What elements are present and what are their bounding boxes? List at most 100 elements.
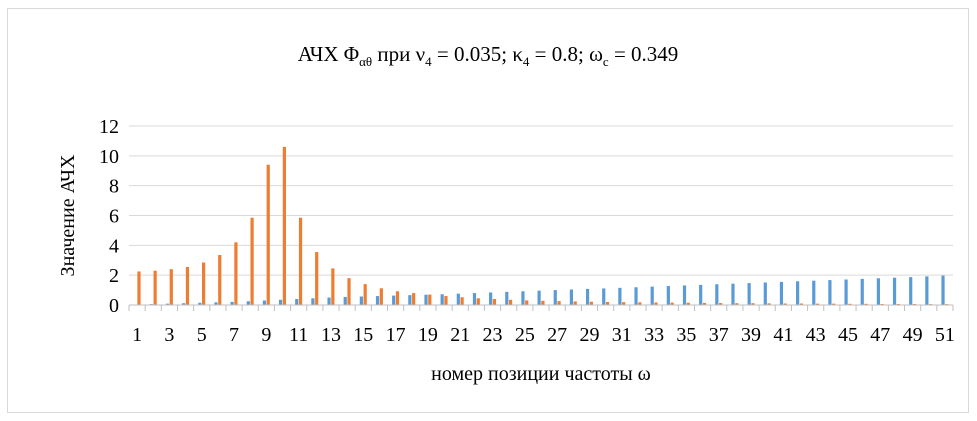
bar bbox=[832, 303, 836, 305]
y-tick-label: 8 bbox=[109, 176, 119, 198]
bar bbox=[876, 278, 880, 305]
bar bbox=[492, 299, 497, 305]
bar bbox=[440, 294, 444, 305]
x-axis-ticks: 1 3 5 7 9 11 13 15 17 19 21 23 25 27 29 31 33 35 37 39 41 43 4… bbox=[128, 305, 955, 346]
bar bbox=[702, 302, 707, 305]
x-tick-label: 39 bbox=[741, 324, 761, 346]
x-tick-label: 43 bbox=[806, 324, 826, 346]
x-tick-label: 17 bbox=[386, 324, 406, 346]
bar bbox=[634, 287, 638, 305]
bar bbox=[589, 301, 593, 305]
x-axis-title: номер позиции частоты ω bbox=[431, 363, 651, 385]
bar bbox=[408, 295, 412, 305]
bar bbox=[618, 287, 622, 305]
bar bbox=[505, 291, 509, 305]
bar bbox=[812, 280, 816, 305]
x-tick-label: 23 bbox=[483, 324, 503, 346]
bar bbox=[783, 303, 787, 305]
x-tick-label: 47 bbox=[870, 324, 890, 346]
bar bbox=[686, 302, 690, 305]
bar bbox=[282, 146, 286, 305]
x-tick-label: 13 bbox=[321, 324, 341, 346]
bar bbox=[153, 270, 157, 305]
bar bbox=[844, 279, 848, 305]
x-tick-label: 49 bbox=[903, 324, 923, 346]
bar bbox=[428, 294, 432, 305]
y-tick-label: 12 bbox=[99, 116, 119, 138]
bar bbox=[925, 276, 929, 305]
bar bbox=[278, 299, 283, 305]
gridlines bbox=[129, 125, 953, 276]
x-tick-label: 45 bbox=[838, 324, 858, 346]
bar bbox=[169, 269, 173, 305]
bar bbox=[602, 288, 606, 305]
bar bbox=[327, 297, 331, 305]
bar bbox=[828, 280, 832, 305]
x-tick-label: 3 bbox=[164, 324, 174, 346]
bar bbox=[525, 300, 529, 305]
bar bbox=[638, 302, 642, 305]
bar bbox=[585, 288, 590, 305]
y-tick-label: 10 bbox=[99, 146, 119, 168]
bar bbox=[605, 302, 610, 305]
bar bbox=[444, 296, 448, 305]
y-tick-label: 4 bbox=[109, 235, 119, 257]
x-tick-label: 19 bbox=[418, 324, 438, 346]
bar bbox=[198, 302, 202, 305]
bar bbox=[315, 252, 319, 305]
x-tick-label: 31 bbox=[612, 324, 632, 346]
bar bbox=[731, 283, 735, 305]
bar bbox=[472, 293, 477, 305]
bar bbox=[165, 303, 170, 305]
bar bbox=[715, 284, 719, 305]
bar bbox=[650, 286, 654, 305]
bar bbox=[735, 303, 739, 305]
bar bbox=[864, 303, 868, 305]
bar bbox=[654, 302, 658, 305]
x-tick-label: 29 bbox=[579, 324, 599, 346]
bar bbox=[751, 303, 755, 305]
bar bbox=[848, 303, 852, 305]
x-tick-label: 35 bbox=[676, 324, 696, 346]
chart-title: АЧХ Φαθ при ν4 = 0.035; κ4 = 0.8; ωc = 0… bbox=[298, 42, 679, 69]
bar bbox=[860, 278, 864, 305]
bar bbox=[347, 278, 351, 305]
chart-frame: АЧХ Φαθ при ν4 = 0.035; κ4 = 0.8; ωc = 0… bbox=[7, 8, 969, 413]
x-tick-label: 25 bbox=[515, 324, 535, 346]
bar bbox=[182, 303, 186, 305]
bar bbox=[541, 300, 545, 305]
bar bbox=[670, 302, 674, 305]
bar bbox=[298, 217, 303, 305]
bar bbox=[941, 275, 945, 305]
bar bbox=[202, 262, 206, 305]
bar bbox=[379, 288, 383, 305]
bar bbox=[909, 277, 913, 305]
bar bbox=[763, 282, 767, 305]
bar bbox=[666, 286, 670, 305]
bar bbox=[424, 294, 428, 305]
y-tick-label: 0 bbox=[109, 295, 119, 317]
bar bbox=[912, 303, 917, 305]
bar bbox=[331, 268, 335, 305]
bar bbox=[521, 291, 525, 305]
y-axis-title: Значение АЧХ bbox=[57, 154, 79, 276]
bar bbox=[896, 303, 900, 305]
bar bbox=[779, 281, 784, 305]
bar bbox=[359, 296, 363, 305]
bar bbox=[392, 295, 396, 305]
bars bbox=[133, 146, 949, 305]
bar bbox=[412, 293, 416, 305]
bar bbox=[375, 296, 380, 305]
bar bbox=[311, 298, 315, 305]
bar bbox=[250, 217, 254, 305]
x-tick-label: 9 bbox=[261, 324, 271, 346]
bar bbox=[767, 303, 771, 305]
bar-chart: АЧХ Φαθ при ν4 = 0.035; κ4 = 0.8; ωc = 0… bbox=[57, 42, 955, 385]
bar bbox=[218, 255, 222, 305]
bar bbox=[622, 302, 626, 305]
y-tick-label: 6 bbox=[109, 206, 119, 228]
y-tick-label: 2 bbox=[109, 265, 119, 287]
bar bbox=[456, 293, 460, 305]
bar bbox=[880, 303, 884, 305]
x-tick-label: 15 bbox=[353, 324, 373, 346]
